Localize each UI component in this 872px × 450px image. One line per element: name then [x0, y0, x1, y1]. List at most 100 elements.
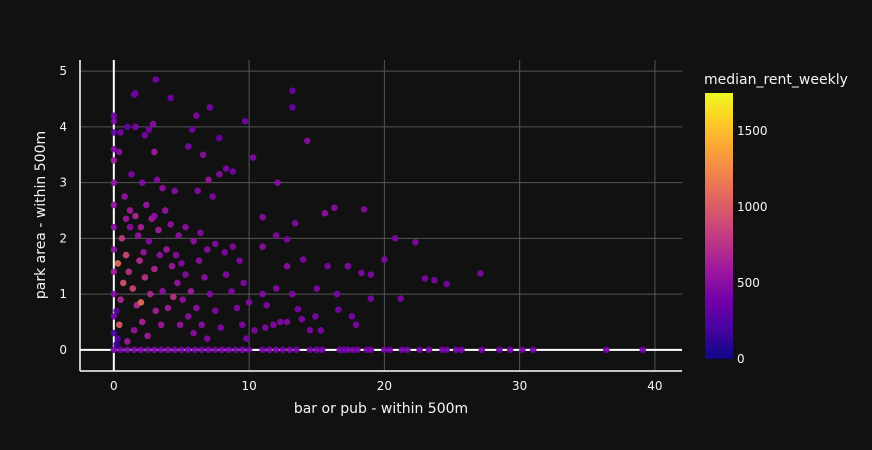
data-point-0-47 [194, 187, 201, 195]
data-point-0-129 [184, 313, 192, 320]
data-point-0-112 [122, 251, 130, 259]
data-point-0-55 [283, 236, 291, 243]
data-point-0-171 [137, 346, 145, 354]
data-point-0-5 [110, 179, 118, 186]
data-point-0-145 [137, 299, 145, 306]
data-point-0-34 [206, 104, 214, 111]
data-point-0-49 [259, 213, 266, 221]
data-point-0-211 [443, 346, 450, 354]
data-point-0-8 [110, 246, 118, 253]
data-point-0-65 [412, 238, 419, 246]
data-point-0-79 [294, 305, 302, 313]
data-point-0-135 [217, 324, 224, 331]
data-point-0-68 [443, 280, 450, 288]
data-point-0-17 [132, 123, 139, 131]
data-point-0-207 [404, 346, 411, 354]
data-point-0-144 [130, 327, 138, 334]
data-point-0-133 [206, 290, 214, 298]
data-point-0-175 [164, 346, 172, 354]
colorbar-tick-label-3: 1500 [737, 124, 768, 138]
data-point-0-9 [110, 268, 118, 276]
data-point-0-90 [306, 327, 314, 334]
data-point-0-84 [298, 315, 306, 323]
data-point-0-131 [195, 257, 203, 264]
data-point-0-204 [381, 346, 388, 354]
colorbar-tick-label-1: 500 [737, 276, 760, 290]
data-point-0-163 [178, 260, 185, 267]
data-point-0-217 [519, 346, 526, 354]
data-point-0-95 [137, 223, 145, 231]
data-point-0-127 [174, 279, 181, 287]
x-axis-label: bar or pub - within 500m [294, 401, 468, 417]
data-point-0-142 [115, 321, 123, 329]
data-point-0-176 [171, 346, 178, 354]
data-point-0-87 [270, 321, 277, 329]
data-point-0-66 [421, 275, 429, 282]
data-point-0-209 [425, 346, 433, 354]
data-point-0-53 [360, 206, 368, 213]
data-point-0-183 [218, 346, 226, 354]
data-point-0-155 [198, 321, 206, 329]
data-point-0-105 [203, 246, 211, 253]
data-point-0-128 [179, 296, 187, 303]
data-point-0-24 [149, 120, 157, 128]
y-tick-label-0: 0 [59, 343, 67, 357]
y-tick-label-3: 3 [59, 176, 67, 190]
data-point-0-43 [274, 179, 281, 186]
data-point-0-199 [344, 346, 352, 354]
data-point-0-35 [216, 134, 223, 142]
data-point-0-103 [190, 237, 197, 245]
data-point-0-212 [452, 346, 460, 354]
data-point-0-30 [171, 187, 178, 195]
data-point-0-45 [289, 104, 296, 111]
colorbar-tick-label-2: 1000 [737, 200, 768, 214]
y-axis-ticks: 0 1 2 3 4 5 [59, 64, 67, 357]
data-point-0-58 [283, 262, 291, 270]
data-point-0-167 [113, 307, 120, 315]
data-point-0-182 [211, 346, 219, 354]
data-point-0-154 [193, 304, 200, 312]
data-point-0-126 [168, 262, 176, 270]
data-point-0-193 [293, 346, 300, 354]
data-point-0-119 [117, 296, 124, 303]
data-point-0-40 [222, 165, 230, 172]
zero-lines [80, 60, 682, 371]
y-tick-label-2: 2 [59, 231, 67, 245]
data-point-0-191 [279, 346, 287, 354]
data-point-0-157 [126, 223, 134, 231]
data-point-0-60 [344, 262, 352, 270]
data-point-0-189 [266, 346, 273, 354]
data-point-0-216 [506, 346, 514, 354]
data-point-0-148 [159, 287, 166, 295]
data-point-0-16 [124, 123, 131, 131]
data-point-0-32 [193, 112, 200, 120]
data-points [110, 76, 647, 354]
data-point-0-75 [272, 285, 280, 292]
data-point-0-194 [306, 346, 314, 354]
data-point-0-190 [272, 346, 280, 354]
data-point-0-67 [431, 276, 438, 284]
x-axis-ticks: 0 10 20 30 40 [110, 379, 663, 393]
data-point-0-158 [134, 232, 142, 239]
data-point-0-164 [151, 212, 158, 220]
data-point-0-36 [241, 118, 249, 125]
data-point-0-98 [155, 226, 162, 234]
data-point-0-213 [458, 346, 465, 354]
data-point-0-11 [110, 313, 118, 320]
data-point-0-181 [205, 346, 212, 354]
data-point-0-196 [318, 346, 326, 354]
data-point-0-39 [216, 170, 223, 178]
data-point-0-111 [118, 235, 126, 242]
data-point-0-93 [126, 207, 134, 214]
data-point-0-215 [496, 346, 503, 354]
data-point-0-20 [152, 76, 160, 83]
data-point-0-81 [348, 313, 356, 320]
data-point-0-2 [110, 129, 118, 136]
data-point-0-10 [110, 290, 118, 298]
data-point-0-220 [639, 346, 647, 354]
data-point-0-141 [114, 260, 122, 267]
colorbar-title: median_rent_weekly [704, 72, 848, 88]
data-point-0-14 [115, 148, 123, 156]
data-point-0-170 [130, 346, 138, 354]
data-point-0-120 [136, 257, 143, 264]
